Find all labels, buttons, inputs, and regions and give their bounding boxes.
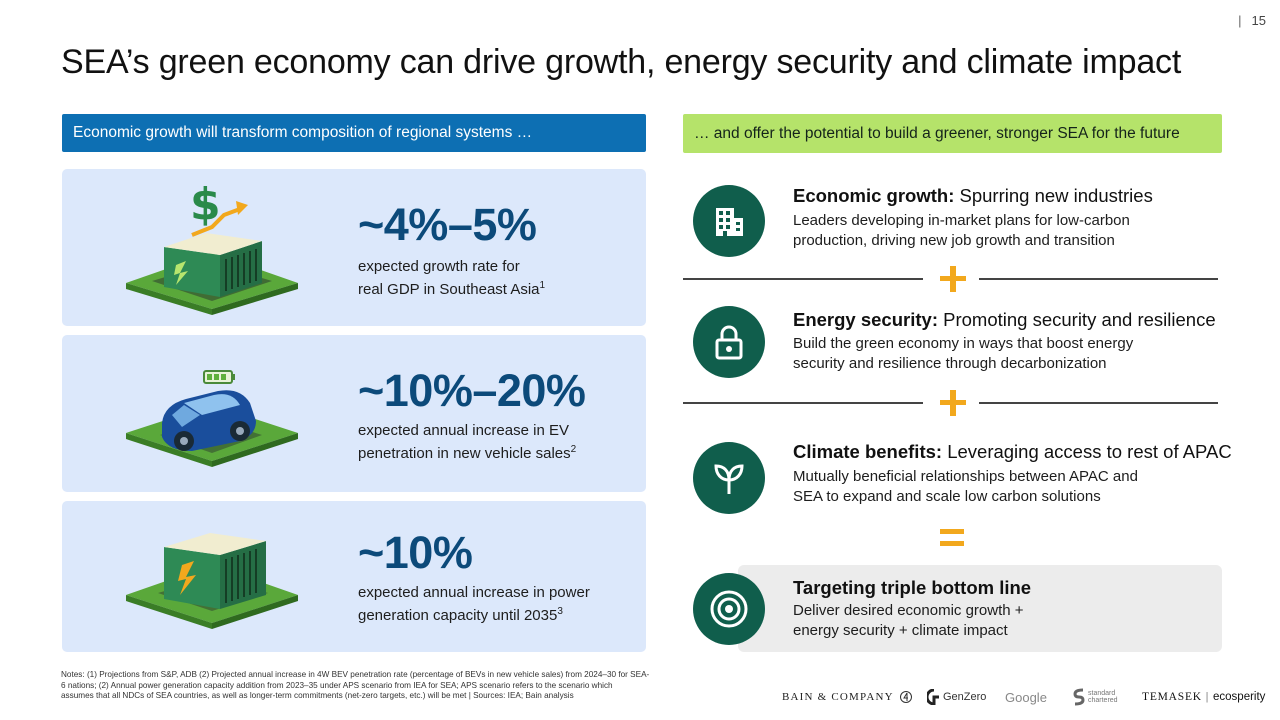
- footnote-line1: Notes: (1) Projections from S&P, ADB (2)…: [61, 670, 650, 679]
- sc-logo-line1: standard: [1088, 690, 1116, 697]
- plus-divider: [683, 388, 1218, 418]
- stat-desc-line2: real GDP in Southeast Asia: [358, 281, 540, 298]
- svg-text:$: $: [190, 179, 221, 230]
- stat-card-ev: ~10%–20% expected annual increase in EV …: [62, 335, 646, 492]
- standard-chartered-logo: standard chartered: [1073, 687, 1118, 707]
- pillar-body-line1: Leaders developing in-market plans for l…: [793, 212, 1130, 229]
- stat-desc-ev: expected annual increase in EV penetrati…: [358, 421, 576, 463]
- temasek-logo-text: TEMASEK: [1142, 691, 1202, 703]
- pillar-economic-growth: Economic growth: Spurring new industries…: [693, 185, 1233, 260]
- bain-logo: BAIN & COMPANY: [782, 687, 913, 707]
- pillar-body-line2: production, driving new job growth and t…: [793, 232, 1115, 249]
- stat-card-gdp: $ ~4%–5% expected growth rate for real G…: [62, 169, 646, 326]
- pillar-heading-bold: Climate benefits:: [793, 441, 943, 462]
- page-number: | 15: [1238, 13, 1266, 28]
- equals-sign: [940, 529, 964, 549]
- plus-divider: [683, 264, 1218, 294]
- lock-icon: [715, 325, 743, 360]
- pillar-climate-benefits: Climate benefits: Leveraging access to r…: [693, 440, 1233, 515]
- pillar-heading-rest: Spurring new industries: [959, 185, 1153, 206]
- target-icon: [710, 590, 748, 628]
- stat-desc-line1: expected growth rate for: [358, 258, 520, 275]
- left-section-header: Economic growth will transform compositi…: [62, 114, 646, 152]
- right-section-header: … and offer the potential to build a gre…: [683, 114, 1222, 153]
- footnotes: Notes: (1) Projections from S&P, ADB (2)…: [61, 670, 686, 702]
- pillar-triple-bottom-line: Targeting triple bottom line Deliver des…: [693, 573, 1233, 648]
- genzero-logo: GenZero: [927, 687, 986, 707]
- page-number-value: 15: [1251, 13, 1266, 28]
- sc-logo-line2: chartered: [1088, 697, 1118, 704]
- temasek-ecosperity-logo: TEMASEK | ecosperity: [1142, 691, 1266, 703]
- stat-desc-gdp: expected growth rate for real GDP in Sou…: [358, 257, 545, 299]
- stat-card-power: ~10% expected annual increase in power g…: [62, 501, 646, 652]
- pillar-body: Leaders developing in-market plans for l…: [793, 211, 1130, 251]
- stat-desc-line2: penetration in new vehicle sales: [358, 445, 571, 462]
- google-logo-text: Google: [1005, 689, 1047, 705]
- pillar-body: Mutually beneficial relationships betwee…: [793, 467, 1138, 507]
- electric-car-icon: [126, 370, 298, 467]
- pillar-circle: [693, 573, 765, 645]
- pillar-circle: [693, 442, 765, 514]
- target-heading: Targeting triple bottom line: [793, 577, 1031, 599]
- pillar-heading: Climate benefits: Leveraging access to r…: [793, 441, 1232, 463]
- stat-value-ev: ~10%–20%: [358, 365, 586, 416]
- power-station-icon: [126, 533, 298, 629]
- bain-logo-mark: [899, 691, 912, 703]
- footnote-ref: 3: [557, 606, 563, 617]
- pillar-energy-security: Energy security: Promoting security and …: [693, 306, 1233, 383]
- pillar-body-line2: security and resilience through decarbon…: [793, 355, 1107, 372]
- genzero-logo-mark: [927, 689, 939, 705]
- slide-title: SEA’s green economy can drive growth, en…: [61, 43, 1182, 81]
- page-separator: |: [1238, 13, 1242, 28]
- target-box: [738, 565, 1222, 652]
- genzero-logo-text: GenZero: [943, 691, 987, 703]
- footnote-ref: 2: [570, 444, 577, 455]
- pillar-heading-bold: Energy security:: [793, 309, 938, 330]
- building-dollar-icon: $: [126, 179, 298, 315]
- pillar-body-line1: Mutually beneficial relationships betwee…: [793, 468, 1138, 485]
- target-body-line1: Deliver desired economic growth +: [793, 602, 1024, 619]
- pillar-circle: [693, 185, 765, 257]
- pillar-body: Build the green economy in ways that boo…: [793, 334, 1133, 374]
- stat-value-power: ~10%: [358, 527, 473, 578]
- target-title: Targeting triple bottom line: [793, 577, 1032, 598]
- pillar-heading: Economic growth: Spurring new industries: [793, 185, 1153, 207]
- standard-chartered-logo-mark: [1073, 688, 1085, 706]
- google-logo: Google: [1005, 687, 1047, 707]
- target-body-line2: energy security + climate impact: [793, 622, 1008, 639]
- stat-desc-line1: expected annual increase in EV: [358, 422, 569, 439]
- pillar-heading-rest: Promoting security and resilience: [943, 309, 1216, 330]
- building-icon: [716, 208, 743, 236]
- footnote-ref: 1: [539, 280, 546, 291]
- footnote-line3: assumes that all NDCs of SEA countries, …: [61, 691, 574, 700]
- pillar-body-line2: SEA to expand and scale low carbon solut…: [793, 488, 1101, 505]
- pillar-heading-bold: Economic growth:: [793, 185, 955, 206]
- target-body: Deliver desired economic growth + energy…: [793, 601, 1024, 641]
- sprout-icon: [714, 464, 744, 494]
- pillar-heading: Energy security: Promoting security and …: [793, 309, 1216, 331]
- ecosperity-logo-text: ecosperity: [1213, 691, 1266, 703]
- stat-desc-line2: generation capacity until 2035: [358, 607, 558, 624]
- bain-logo-text: BAIN & COMPANY: [782, 691, 894, 703]
- pillar-heading-rest: Leveraging access to rest of APAC: [947, 441, 1232, 462]
- stat-value-gdp: ~4%–5%: [358, 199, 537, 250]
- stat-desc-line1: expected annual increase in power: [358, 584, 590, 601]
- pillar-body-line1: Build the green economy in ways that boo…: [793, 335, 1134, 352]
- footnote-line2: 6 nations; (2) Annual power generation c…: [61, 680, 613, 690]
- stat-desc-power: expected annual increase in power genera…: [358, 583, 590, 625]
- pillar-circle: [693, 306, 765, 378]
